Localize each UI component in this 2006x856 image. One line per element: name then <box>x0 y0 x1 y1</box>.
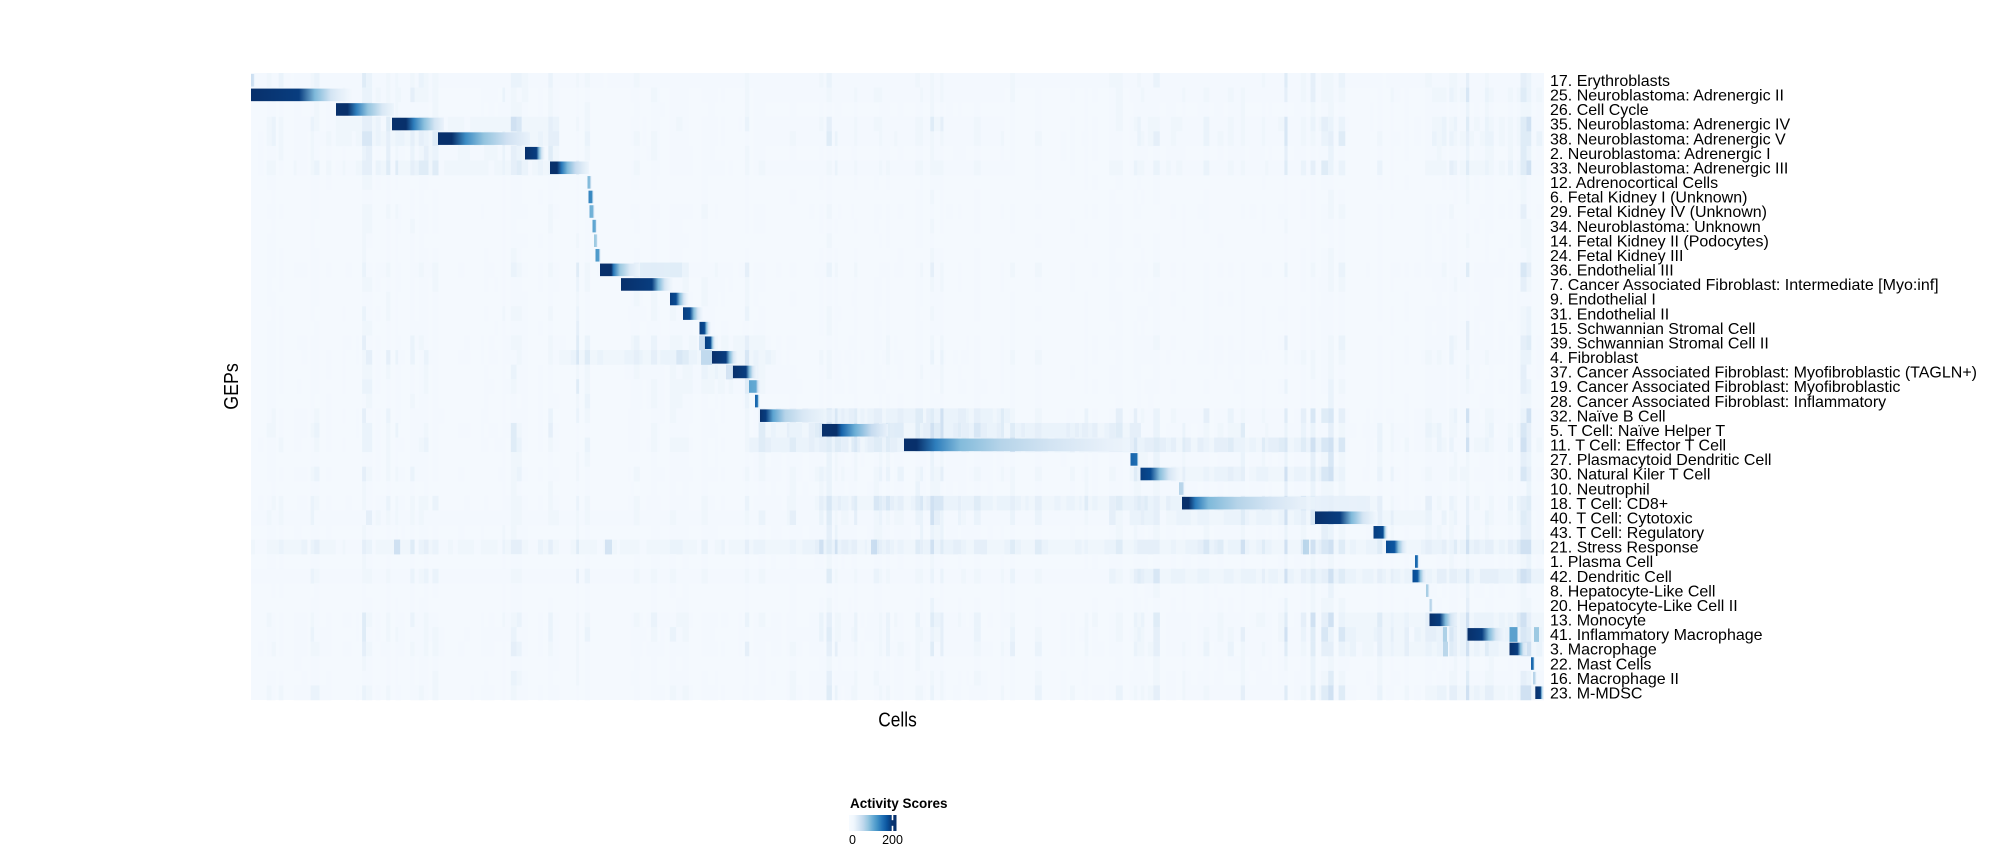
svg-text:40. T Cell: Cytotoxic: 40. T Cell: Cytotoxic <box>1550 510 1693 527</box>
svg-text:37. Cancer Associated Fibrobla: 37. Cancer Associated Fibroblast: Myofib… <box>1550 365 1977 382</box>
svg-text:22. Mast Cells: 22. Mast Cells <box>1550 656 1651 673</box>
svg-text:Activity Scores: Activity Scores <box>850 796 948 811</box>
svg-text:Cells: Cells <box>878 709 917 732</box>
svg-text:200: 200 <box>882 833 903 847</box>
svg-text:4. Fibroblast: 4. Fibroblast <box>1550 350 1639 367</box>
svg-text:36. Endothelial III: 36. Endothelial III <box>1550 263 1674 280</box>
svg-text:27. Plasmacytoid Dendritic Cel: 27. Plasmacytoid Dendritic Cell <box>1550 452 1771 469</box>
svg-text:10. Neutrophil: 10. Neutrophil <box>1550 481 1650 498</box>
svg-text:33. Neuroblastoma: Adrenergic: 33. Neuroblastoma: Adrenergic III <box>1550 160 1788 177</box>
svg-text:7. Cancer Associated Fibroblas: 7. Cancer Associated Fibroblast: Interme… <box>1550 277 1939 294</box>
svg-text:3. Macrophage: 3. Macrophage <box>1550 642 1657 659</box>
svg-text:GEPs: GEPs <box>220 363 243 410</box>
svg-text:29. Fetal Kidney IV (Unknown): 29. Fetal Kidney IV (Unknown) <box>1550 204 1767 221</box>
svg-text:38. Neuroblastoma: Adrenergic: 38. Neuroblastoma: Adrenergic V <box>1550 131 1786 148</box>
svg-text:24. Fetal Kidney III: 24. Fetal Kidney III <box>1550 248 1683 265</box>
svg-text:17. Erythroblasts: 17. Erythroblasts <box>1550 73 1670 90</box>
svg-text:25. Neuroblastoma: Adrenergic: 25. Neuroblastoma: Adrenergic II <box>1550 88 1784 105</box>
svg-text:15. Schwannian Stromal Cell: 15. Schwannian Stromal Cell <box>1550 321 1755 338</box>
svg-text:12. Adrenocortical Cells: 12. Adrenocortical Cells <box>1550 175 1718 192</box>
svg-text:28. Cancer Associated Fibrobla: 28. Cancer Associated Fibroblast: Inflam… <box>1550 394 1886 411</box>
svg-text:16. Macrophage II: 16. Macrophage II <box>1550 671 1679 688</box>
svg-text:30. Natural Kiler T Cell: 30. Natural Kiler T Cell <box>1550 467 1710 484</box>
svg-text:11. T Cell: Effector T Cell: 11. T Cell: Effector T Cell <box>1550 438 1726 455</box>
svg-text:43. T Cell: Regulatory: 43. T Cell: Regulatory <box>1550 525 1704 542</box>
svg-text:0: 0 <box>849 833 856 847</box>
svg-text:41. Inflammatory Macrophage: 41. Inflammatory Macrophage <box>1550 627 1763 644</box>
svg-text:14. Fetal Kidney II (Podocytes: 14. Fetal Kidney II (Podocytes) <box>1550 233 1769 250</box>
svg-text:23. M-MDSC: 23. M-MDSC <box>1550 685 1642 702</box>
svg-text:9. Endothelial I: 9. Endothelial I <box>1550 292 1656 309</box>
svg-text:39. Schwannian Stromal Cell II: 39. Schwannian Stromal Cell II <box>1550 335 1769 352</box>
svg-text:35. Neuroblastoma: Adrenergic: 35. Neuroblastoma: Adrenergic IV <box>1550 117 1790 134</box>
svg-text:13. Monocyte: 13. Monocyte <box>1550 613 1646 630</box>
svg-text:5. T Cell: Naïve Helper T: 5. T Cell: Naïve Helper T <box>1550 423 1725 440</box>
svg-text:8. Hepatocyte-Like Cell: 8. Hepatocyte-Like Cell <box>1550 583 1715 600</box>
svg-text:18. T Cell: CD8+: 18. T Cell: CD8+ <box>1550 496 1668 513</box>
svg-text:20. Hepatocyte-Like Cell II: 20. Hepatocyte-Like Cell II <box>1550 598 1738 615</box>
svg-text:21. Stress Response: 21. Stress Response <box>1550 540 1699 557</box>
svg-text:34. Neuroblastoma: Unknown: 34. Neuroblastoma: Unknown <box>1550 219 1761 236</box>
svg-text:6. Fetal Kidney I (Unknown): 6. Fetal Kidney I (Unknown) <box>1550 190 1747 207</box>
svg-text:32. Naïve B Cell: 32. Naïve B Cell <box>1550 408 1666 425</box>
svg-text:42. Dendritic Cell: 42. Dendritic Cell <box>1550 569 1672 586</box>
svg-text:1. Plasma Cell: 1. Plasma Cell <box>1550 554 1653 571</box>
svg-text:31. Endothelial II: 31. Endothelial II <box>1550 306 1669 323</box>
svg-text:2. Neuroblastoma: Adrenergic I: 2. Neuroblastoma: Adrenergic I <box>1550 146 1771 163</box>
svg-text:26. Cell Cycle: 26. Cell Cycle <box>1550 102 1649 119</box>
svg-text:19. Cancer Associated Fibrobla: 19. Cancer Associated Fibroblast: Myofib… <box>1550 379 1900 396</box>
